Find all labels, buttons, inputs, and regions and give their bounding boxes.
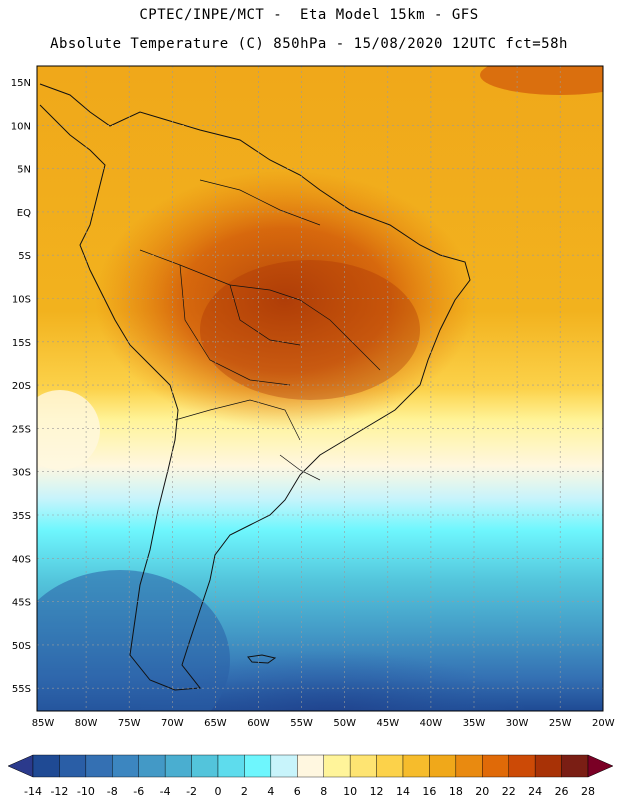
lon-label: 80W — [75, 718, 98, 729]
lat-label: EQ — [17, 208, 31, 219]
colorbar-swatch — [429, 754, 457, 778]
lat-label: 15N — [11, 78, 31, 89]
lat-label: 40S — [12, 554, 31, 565]
colorbar-swatch — [402, 754, 430, 778]
colorbar-tick-label: -10 — [77, 785, 95, 798]
lon-label: 85W — [32, 718, 55, 729]
lon-label: 45W — [376, 718, 399, 729]
colorbar-tick-label: 12 — [370, 785, 384, 798]
south-america-coastline — [39, 83, 471, 691]
lon-label: 25W — [549, 718, 572, 729]
lon-label: 70W — [161, 718, 184, 729]
colorbar-tick-label: 20 — [475, 785, 489, 798]
lat-label: 15S — [12, 338, 31, 349]
pacific-cool-patch — [37, 390, 100, 470]
colorbar-tick-label: 10 — [343, 785, 357, 798]
colorbar-swatch — [191, 754, 219, 778]
colorbar-swatch — [112, 754, 139, 778]
colorbar-swatch — [244, 754, 272, 778]
colorbar-swatch — [508, 754, 536, 778]
colorbar-tick-label: -4 — [160, 785, 171, 798]
lon-label: 60W — [247, 718, 270, 729]
northeast-warm-patch — [480, 66, 603, 95]
lon-label: 35W — [463, 718, 486, 729]
lat-label: 55S — [12, 684, 31, 695]
colorbar-tick-label: -8 — [107, 785, 118, 798]
hottest-region — [200, 260, 420, 400]
colorbar-tick-label: 28 — [581, 785, 595, 798]
colorbar-tick-label: 16 — [422, 785, 436, 798]
cold-southwest-region — [37, 570, 230, 711]
colorbar-labels: -14 -12 -10 -8 -6 -4 -2 0 2 4 6 8 10 12 14 16 18 20 22 24 26… — [24, 785, 595, 798]
colorbar-swatch — [376, 754, 404, 778]
colorbar-swatch — [534, 754, 562, 778]
colorbar-swatch — [217, 754, 245, 778]
colorbar-swatch — [323, 754, 351, 778]
lat-label: 20S — [12, 381, 31, 392]
colorbar-tick-label: 18 — [449, 785, 463, 798]
colorbar-tick-label: -14 — [24, 785, 42, 798]
lat-label: 10S — [12, 295, 31, 306]
colorbar-high-arrow — [587, 754, 614, 778]
longitude-labels: 85W 80W 75W 70W 65W 60W 55W 50W 45W 40W 35W 30W 25W 2… — [32, 718, 615, 729]
colorbar-tick-label: -6 — [133, 785, 144, 798]
lat-label: 50S — [12, 641, 31, 652]
colorbar-swatch — [85, 754, 113, 778]
colorbar-tick-label: 4 — [267, 785, 274, 798]
falkland-islands — [247, 654, 277, 664]
colorbar-tick-label: -12 — [50, 785, 68, 798]
lat-label: 10N — [11, 121, 31, 132]
warm-core-region — [95, 170, 475, 430]
lat-label: 5N — [17, 165, 31, 176]
lat-label: 25S — [12, 424, 31, 435]
colorbar-tick-label: 2 — [241, 785, 248, 798]
map-title: CPTEC/INPE/MCT - Eta Model 15km - GFS — [139, 7, 479, 23]
lon-label: 40W — [420, 718, 443, 729]
colorbar-swatch — [32, 754, 60, 778]
lat-label: 35S — [12, 511, 31, 522]
lat-label: 30S — [12, 468, 31, 479]
graticule — [37, 66, 603, 711]
colorbar-tick-label: 0 — [215, 785, 222, 798]
colorbar-swatch — [138, 754, 166, 778]
colorbar-tick-label: 8 — [320, 785, 327, 798]
colorbar-swatch — [270, 754, 298, 778]
colorbar-tick-label: 24 — [528, 785, 542, 798]
colorbar-swatch — [59, 754, 87, 778]
colorbar-swatch — [455, 754, 483, 778]
colorbar-tick-label: -2 — [186, 785, 197, 798]
colorbar-low-arrow — [7, 754, 34, 778]
lon-label: 50W — [333, 718, 356, 729]
lon-label: 55W — [290, 718, 313, 729]
lat-label: 5S — [18, 251, 31, 262]
lon-label: 65W — [204, 718, 227, 729]
lon-label: 75W — [118, 718, 141, 729]
lat-label: 45S — [12, 598, 31, 609]
colorbar-swatch — [297, 754, 324, 778]
colorbar-swatch — [164, 754, 192, 778]
colorbar-swatch — [482, 754, 509, 778]
colorbar-tick-label: 6 — [294, 785, 301, 798]
lon-label: 20W — [592, 718, 615, 729]
map-frame — [36, 65, 604, 712]
colorbar-tick-label: 14 — [396, 785, 410, 798]
map-subtitle: Absolute Temperature (C) 850hPa - 15/08/… — [50, 36, 568, 52]
latitude-labels: 15N 10N 5N EQ 5S 10S 15S 20S 25S 30S 35S 40S 45S 50S 5… — [11, 78, 31, 695]
country-borders — [139, 179, 381, 481]
colorbar-tick-label: 22 — [502, 785, 516, 798]
cold-southern-region — [131, 650, 529, 711]
colorbar-tick-label: 26 — [555, 785, 569, 798]
colorbar — [7, 754, 614, 778]
lon-label: 30W — [506, 718, 529, 729]
colorbar-swatch — [561, 754, 589, 778]
colorbar-swatch — [349, 754, 377, 778]
